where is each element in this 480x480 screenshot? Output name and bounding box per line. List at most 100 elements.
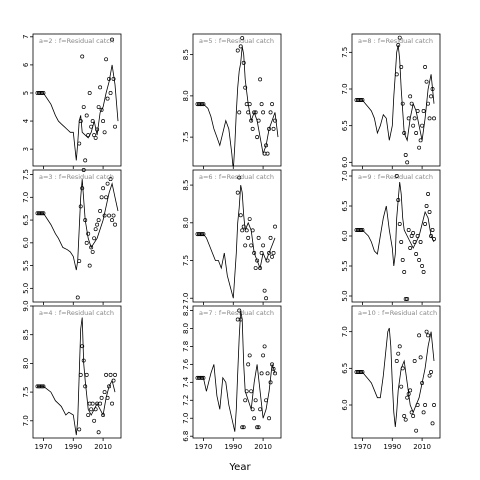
- data-point: [421, 109, 426, 113]
- data-point: [418, 240, 423, 244]
- y-tick-label: 7.0: [182, 293, 190, 304]
- data-point: [237, 308, 242, 313]
- series-line: [356, 327, 435, 428]
- data-point: [240, 425, 245, 430]
- y-tick-label: 5.5: [22, 260, 30, 271]
- data-point: [421, 410, 426, 415]
- y-tick-label: 6.5: [341, 120, 349, 131]
- data-point: [108, 91, 113, 95]
- data-point: [432, 237, 436, 241]
- data-point: [258, 407, 263, 412]
- data-point: [271, 251, 276, 255]
- data-point: [243, 85, 248, 90]
- data-point: [99, 195, 104, 200]
- series-line: [197, 46, 279, 166]
- panel: a=6 : f=Residual catch 7.0 7.5 8.0 8.5: [182, 169, 282, 305]
- data-point: [265, 258, 270, 263]
- data-point: [249, 243, 254, 248]
- data-point: [95, 222, 100, 227]
- data-point: [415, 109, 420, 113]
- data-point: [268, 380, 273, 385]
- data-point: [406, 228, 411, 232]
- data-point: [427, 373, 432, 378]
- data-point: [409, 101, 414, 106]
- data-point: [417, 258, 422, 262]
- data-point: [408, 246, 413, 250]
- data-point: [273, 118, 277, 123]
- data-point: [423, 403, 428, 407]
- data-point: [426, 333, 431, 338]
- y-tick-label: 8.5: [182, 49, 190, 60]
- data-point: [99, 395, 104, 400]
- y-tick-label: 8.5: [182, 180, 190, 191]
- y-tick-label: 3: [22, 147, 30, 151]
- data-point: [247, 217, 252, 221]
- data-point: [249, 389, 254, 394]
- data-point: [261, 243, 266, 248]
- y-tick-label: 8.0: [182, 90, 190, 101]
- data-point: [430, 87, 435, 91]
- data-point: [247, 102, 252, 107]
- data-point: [360, 98, 365, 102]
- data-point: [270, 362, 275, 367]
- data-point: [237, 110, 242, 115]
- y-tick-label: 7.5: [22, 387, 30, 398]
- data-point: [267, 251, 272, 255]
- data-point: [411, 123, 416, 128]
- data-point: [264, 143, 269, 148]
- x-tick-label: 2010: [254, 443, 272, 451]
- data-point: [424, 204, 429, 208]
- panel: a=8 : f=Residual catch 6.0 6.5 7.0 7.5: [341, 33, 441, 169]
- data-point: [273, 371, 277, 376]
- panel-frame: [192, 169, 282, 303]
- data-point: [41, 91, 46, 95]
- data-point: [80, 344, 85, 349]
- y-tick-label: 7.5: [341, 47, 349, 58]
- data-point: [423, 65, 428, 69]
- data-point: [253, 110, 258, 115]
- data-point: [84, 372, 89, 377]
- panel-title: a=10 : f=Residual catch: [358, 309, 437, 317]
- x-tick-label: 1970: [195, 443, 213, 451]
- data-point: [418, 355, 423, 360]
- data-point: [96, 430, 101, 435]
- data-point: [406, 116, 411, 121]
- y-tick-label: 8.0: [22, 358, 30, 369]
- panel-frame: [192, 33, 282, 167]
- data-point: [90, 119, 95, 124]
- data-point: [235, 190, 240, 195]
- data-point: [83, 158, 88, 163]
- data-point: [262, 344, 267, 349]
- panel: a=10 : f=Residual catch 6.0 6.5 7.0 1970 1990…: [341, 305, 441, 451]
- data-point: [418, 138, 423, 143]
- data-point: [264, 398, 269, 403]
- data-point: [267, 126, 272, 131]
- y-tick-label: 7.0: [182, 413, 190, 424]
- data-point: [256, 425, 261, 430]
- series-line: [37, 179, 119, 271]
- y-tick-label: 7.0: [341, 170, 349, 181]
- data-point: [420, 123, 425, 128]
- y-tick-label: 7.0: [22, 415, 30, 426]
- x-tick-label: 1990: [224, 443, 242, 451]
- y-tick-label: 6: [22, 62, 30, 67]
- data-point: [252, 251, 257, 255]
- data-point: [399, 65, 404, 69]
- data-point: [412, 116, 417, 121]
- data-point: [98, 401, 103, 406]
- panel: a=4 : f=Residual catch 7.0 7.5 8.0 8.5 9.0 197…: [22, 300, 122, 451]
- data-point: [110, 218, 115, 223]
- y-tick-label: 6.0: [341, 399, 349, 410]
- data-point: [270, 254, 275, 259]
- series-line: [356, 44, 435, 142]
- data-point: [249, 118, 254, 123]
- data-point: [92, 236, 97, 241]
- data-point: [400, 366, 405, 371]
- data-point: [95, 127, 100, 132]
- data-point: [81, 105, 86, 109]
- data-point: [39, 211, 44, 216]
- panel: a=5 : f=Residual catch 7.5 8.0 8.5: [182, 33, 282, 169]
- data-point: [394, 72, 399, 77]
- data-point: [104, 57, 109, 62]
- series-line: [356, 181, 435, 267]
